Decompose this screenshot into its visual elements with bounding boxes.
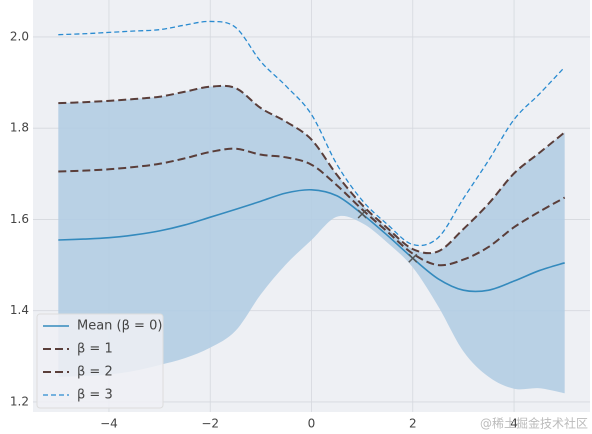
- series-line: [58, 84, 566, 255]
- observation-marker: [408, 253, 418, 263]
- legend-label: β = 2: [77, 365, 113, 380]
- y-tick-label: 1.8: [10, 121, 29, 135]
- series-line: [58, 188, 565, 293]
- y-tick-label: 2.0: [10, 29, 29, 43]
- x-tick-label: 2: [409, 417, 417, 431]
- series-line: [58, 147, 566, 267]
- legend-box: [36, 313, 164, 409]
- series-line: [58, 20, 566, 247]
- y-tick-label: 1.2: [10, 394, 29, 408]
- observation-marker: [357, 209, 367, 219]
- watermark: @稀土掘金技术社区: [480, 416, 588, 431]
- legend-label: Mean (β = 0): [77, 319, 162, 334]
- legend-label: β = 3: [77, 388, 113, 403]
- y-tick-label: 1.6: [10, 212, 29, 226]
- confidence-band: [58, 85, 565, 394]
- x-tick-label: 0: [308, 417, 316, 431]
- legend-label: β = 1: [77, 342, 113, 357]
- x-tick-label: 4: [510, 417, 518, 431]
- x-tick-label: −2: [201, 417, 219, 431]
- y-tick-label: 1.4: [10, 303, 29, 317]
- x-tick-label: −4: [100, 417, 118, 431]
